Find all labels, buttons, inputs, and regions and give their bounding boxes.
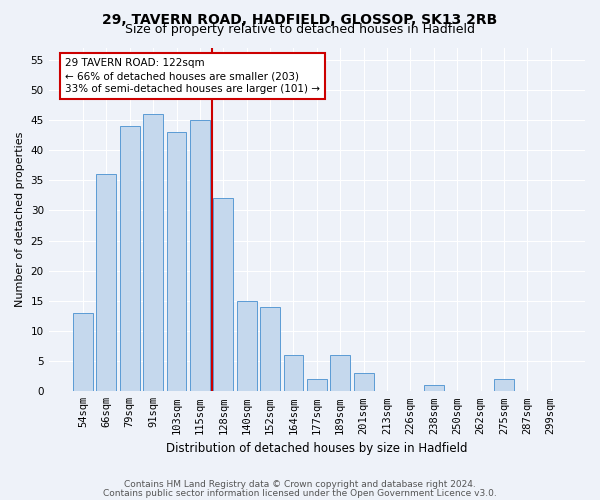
Bar — [143, 114, 163, 392]
Text: 29, TAVERN ROAD, HADFIELD, GLOSSOP, SK13 2RB: 29, TAVERN ROAD, HADFIELD, GLOSSOP, SK13… — [103, 12, 497, 26]
Bar — [97, 174, 116, 392]
Bar — [424, 386, 443, 392]
Bar — [307, 379, 327, 392]
Text: Contains public sector information licensed under the Open Government Licence v3: Contains public sector information licen… — [103, 489, 497, 498]
Text: Contains HM Land Registry data © Crown copyright and database right 2024.: Contains HM Land Registry data © Crown c… — [124, 480, 476, 489]
Bar — [330, 355, 350, 392]
Bar — [237, 301, 257, 392]
X-axis label: Distribution of detached houses by size in Hadfield: Distribution of detached houses by size … — [166, 442, 467, 455]
Text: 29 TAVERN ROAD: 122sqm
← 66% of detached houses are smaller (203)
33% of semi-de: 29 TAVERN ROAD: 122sqm ← 66% of detached… — [65, 58, 320, 94]
Bar — [353, 373, 374, 392]
Bar — [284, 355, 304, 392]
Bar — [260, 307, 280, 392]
Bar — [73, 313, 93, 392]
Bar — [167, 132, 187, 392]
Y-axis label: Number of detached properties: Number of detached properties — [15, 132, 25, 307]
Bar — [494, 379, 514, 392]
Bar — [190, 120, 210, 392]
Bar — [214, 198, 233, 392]
Bar — [120, 126, 140, 392]
Text: Size of property relative to detached houses in Hadfield: Size of property relative to detached ho… — [125, 22, 475, 36]
